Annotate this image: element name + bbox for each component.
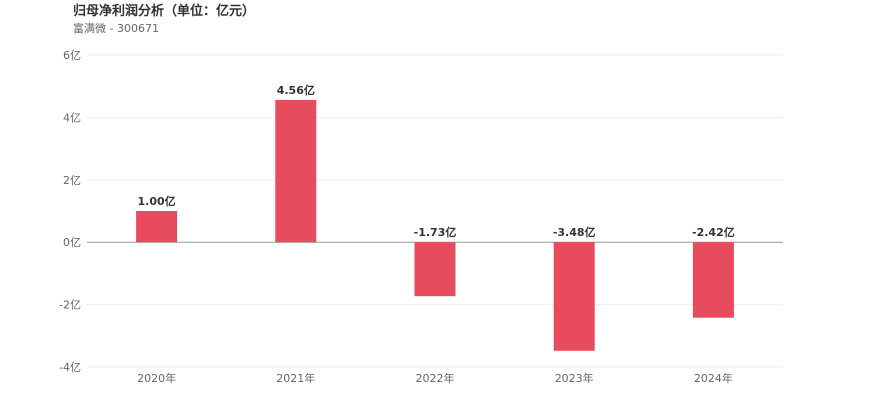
bar-2024年[interactable] — [692, 242, 734, 318]
bar-2021年[interactable] — [275, 99, 317, 243]
x-tick-label: 2023年 — [555, 371, 594, 385]
chart-subtitle: 富满微 - 300671 — [73, 22, 159, 35]
bar-2020年[interactable] — [136, 211, 178, 243]
data-label: -3.48亿 — [553, 225, 596, 239]
data-label: 1.00亿 — [138, 194, 176, 208]
y-tick-label: 0亿 — [63, 236, 81, 249]
data-label: 4.56亿 — [277, 83, 315, 97]
y-tick-label: 6亿 — [63, 49, 81, 62]
y-tick-label: -4亿 — [59, 361, 81, 374]
bar-2022年[interactable] — [414, 242, 456, 297]
x-tick-label: 2021年 — [276, 371, 315, 385]
x-tick-label: 2022年 — [416, 371, 455, 385]
data-label: -2.42亿 — [692, 225, 735, 239]
data-label: -1.73亿 — [414, 225, 457, 239]
y-tick-label: -2亿 — [59, 299, 81, 312]
y-tick-label: 4亿 — [63, 111, 81, 124]
y-tick-label: 2亿 — [63, 174, 81, 187]
x-tick-label: 2024年 — [694, 371, 733, 385]
bar-2023年[interactable] — [553, 242, 595, 351]
chart-title: 归母净利润分析（单位：亿元） — [73, 4, 256, 19]
x-tick-label: 2020年 — [137, 371, 176, 385]
